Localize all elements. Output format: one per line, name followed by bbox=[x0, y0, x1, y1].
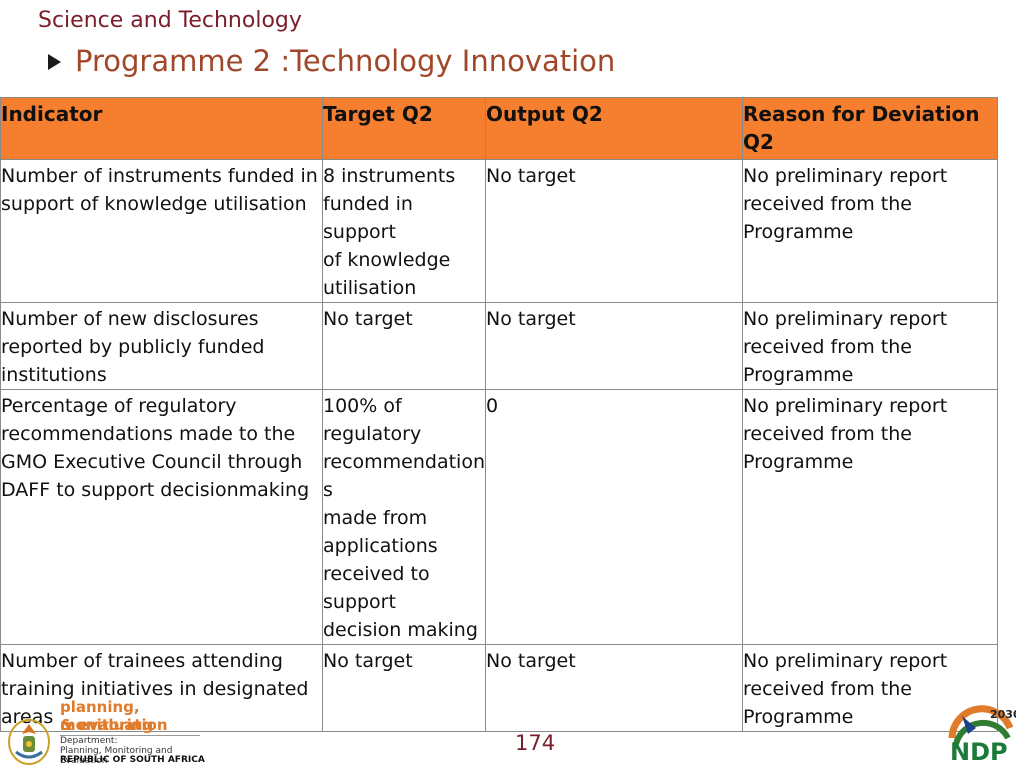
ndp-2030-logo: 2030 NDP bbox=[948, 705, 1016, 764]
cell-target: 100% of regulatory recommendation s made… bbox=[322, 389, 486, 645]
logo-text-line2: & evaluation bbox=[60, 716, 168, 734]
cell-indicator: Number of instruments funded in support … bbox=[0, 159, 323, 303]
country-name: REPUBLIC OF SOUTH AFRICA bbox=[60, 755, 205, 765]
cell-target: No target bbox=[322, 644, 486, 732]
cell-output: No target bbox=[485, 302, 743, 390]
column-header-output: Output Q2 bbox=[485, 97, 743, 160]
cell-indicator: Number of new disclosures reported by pu… bbox=[0, 302, 323, 390]
table-row: Number of new disclosures reported by pu… bbox=[0, 302, 998, 390]
cell-reason: No preliminary report received from the … bbox=[742, 302, 998, 390]
cell-target: No target bbox=[322, 302, 486, 390]
coat-of-arms-icon bbox=[8, 719, 50, 765]
logo-text-line1: planning, monitoring bbox=[60, 698, 154, 734]
cell-target: 8 instruments funded in support of knowl… bbox=[322, 159, 486, 303]
dpme-logo: planning, monitoring & evaluation Depart… bbox=[6, 698, 206, 766]
programme-title-text: Programme 2 :Technology Innovation bbox=[75, 44, 616, 78]
cell-reason: No preliminary report received from the … bbox=[742, 644, 998, 732]
cell-output: No target bbox=[485, 644, 743, 732]
ndp-year: 2030 bbox=[990, 708, 1016, 721]
logo-divider bbox=[60, 735, 200, 736]
cell-output: No target bbox=[485, 159, 743, 303]
cell-output: 0 bbox=[485, 389, 743, 645]
table-row: Percentage of regulatory recommendations… bbox=[0, 389, 998, 645]
department-name: Planning, Monitoring and Evaluation bbox=[60, 746, 173, 766]
department-label: Department: bbox=[60, 736, 118, 746]
cell-indicator: Percentage of regulatory recommendations… bbox=[0, 389, 323, 645]
bullet-arrow-icon bbox=[48, 54, 61, 70]
programme-title: Programme 2 :Technology Innovation bbox=[48, 44, 615, 78]
section-title: Science and Technology bbox=[38, 8, 302, 33]
page-number: 174 bbox=[515, 731, 556, 755]
indicator-table: Indicator Target Q2 Output Q2 Reason for… bbox=[0, 97, 998, 732]
cell-reason: No preliminary report received from the … bbox=[742, 159, 998, 303]
column-header-reason: Reason for Deviation Q2 bbox=[742, 97, 998, 160]
column-header-indicator: Indicator bbox=[0, 97, 323, 160]
table-row: Number of instruments funded in support … bbox=[0, 159, 998, 303]
column-header-target: Target Q2 bbox=[322, 97, 486, 160]
table-row: Number of trainees attending training in… bbox=[0, 644, 998, 732]
table-header-row: Indicator Target Q2 Output Q2 Reason for… bbox=[0, 97, 998, 160]
cell-indicator: Number of trainees attending training in… bbox=[0, 644, 323, 732]
cell-reason: No preliminary report received from the … bbox=[742, 389, 998, 645]
ndp-text: NDP bbox=[950, 738, 1008, 764]
